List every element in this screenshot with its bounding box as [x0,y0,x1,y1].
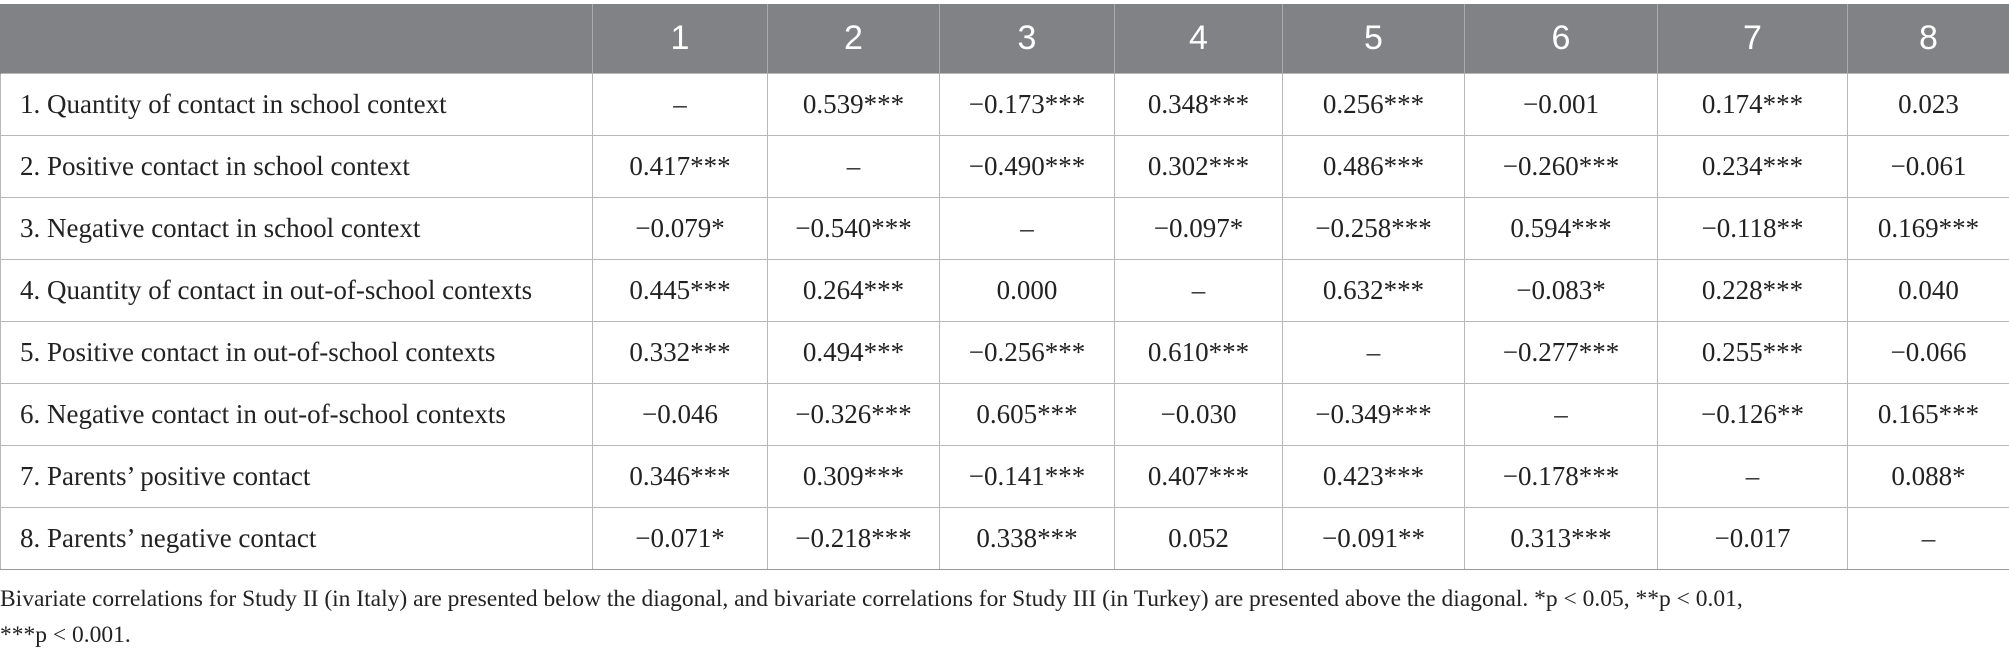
table-cell: −0.083* [1464,259,1658,322]
table-footnote: Bivariate correlations for Study II (in … [0,581,1990,653]
table-row: 3. Negative contact in school context −0… [0,197,2009,260]
header-cell-empty [0,4,593,74]
header-cell-6: 6 [1464,4,1658,74]
table-cell: 0.494*** [767,321,940,384]
table-cell: −0.258*** [1282,197,1465,260]
table-row: 1. Quantity of contact in school context… [0,73,2009,136]
table-row: 7. Parents’ positive contact 0.346*** 0.… [0,445,2009,508]
table-cell: 0.169*** [1847,197,2009,260]
table-cell: 0.174*** [1657,73,1848,136]
correlation-table-container: 1 2 3 4 5 6 7 8 1. Quantity of contact i… [0,4,2009,570]
header-cell-4: 4 [1114,4,1283,74]
table-cell: 0.228*** [1657,259,1848,322]
header-cell-3: 3 [939,4,1115,74]
header-cell-1: 1 [592,4,768,74]
table-cell: 0.423*** [1282,445,1465,508]
table-cell: – [1847,507,2009,570]
table-cell: 0.165*** [1847,383,2009,446]
correlation-table: 1 2 3 4 5 6 7 8 1. Quantity of contact i… [0,4,2009,570]
table-cell: 0.313*** [1464,507,1658,570]
table-cell: 0.486*** [1282,135,1465,198]
table-cell: −0.178*** [1464,445,1658,508]
table-cell: −0.061 [1847,135,2009,198]
table-cell: 0.445*** [592,259,768,322]
table-cell: 0.332*** [592,321,768,384]
table-row: 5. Positive contact in out-of-school con… [0,321,2009,384]
table-cell: 0.052 [1114,507,1283,570]
table-cell: 0.594*** [1464,197,1658,260]
row-label: 7. Parents’ positive contact [0,445,593,508]
table-cell: −0.173*** [939,73,1115,136]
table-cell: – [1464,383,1658,446]
table-cell: 0.234*** [1657,135,1848,198]
table-cell: – [1114,259,1283,322]
table-cell: 0.264*** [767,259,940,322]
table-cell: −0.030 [1114,383,1283,446]
table-cell: −0.326*** [767,383,940,446]
table-cell: 0.407*** [1114,445,1283,508]
row-label: 1. Quantity of contact in school context [0,73,593,136]
table-row: 8. Parents’ negative contact −0.071* −0.… [0,507,2009,570]
table-cell: −0.540*** [767,197,940,260]
table-row: 6. Negative contact in out-of-school con… [0,383,2009,446]
table-cell: −0.046 [592,383,768,446]
table-cell: −0.097* [1114,197,1283,260]
table-cell: – [1282,321,1465,384]
table-cell: 0.610*** [1114,321,1283,384]
table-cell: 0.539*** [767,73,940,136]
table-cell: 0.256*** [1282,73,1465,136]
table-cell: 0.302*** [1114,135,1283,198]
row-label: 2. Positive contact in school context [0,135,593,198]
header-cell-7: 7 [1657,4,1848,74]
table-cell: −0.277*** [1464,321,1658,384]
table-cell: −0.349*** [1282,383,1465,446]
table-cell: −0.071* [592,507,768,570]
table-cell: 0.338*** [939,507,1115,570]
table-cell: −0.126** [1657,383,1848,446]
table-cell: −0.260*** [1464,135,1658,198]
table-cell: −0.001 [1464,73,1658,136]
table-row: 4. Quantity of contact in out-of-school … [0,259,2009,322]
table-row: 2. Positive contact in school context 0.… [0,135,2009,198]
table-cell: 0.255*** [1657,321,1848,384]
table-cell: – [1657,445,1848,508]
table-cell: 0.605*** [939,383,1115,446]
table-cell: 0.040 [1847,259,2009,322]
header-cell-2: 2 [767,4,940,74]
table-cell: 0.309*** [767,445,940,508]
table-cell: 0.417*** [592,135,768,198]
row-label: 4. Quantity of contact in out-of-school … [0,259,593,322]
table-cell: – [592,73,768,136]
table-cell: −0.141*** [939,445,1115,508]
footnote-line-1: Bivariate correlations for Study II (in … [0,586,1743,612]
table-cell: 0.000 [939,259,1115,322]
table-cell: −0.490*** [939,135,1115,198]
table-cell: – [767,135,940,198]
table-header: 1 2 3 4 5 6 7 8 [0,4,2009,74]
table-cell: 0.346*** [592,445,768,508]
table-cell: −0.218*** [767,507,940,570]
row-label: 6. Negative contact in out-of-school con… [0,383,593,446]
row-label: 5. Positive contact in out-of-school con… [0,321,593,384]
table-cell: −0.079* [592,197,768,260]
row-label: 8. Parents’ negative contact [0,507,593,570]
header-cell-8: 8 [1847,4,2009,74]
table-cell: −0.066 [1847,321,2009,384]
footnote-line-2: ***p < 0.001. [0,622,131,648]
table-body: 1. Quantity of contact in school context… [0,73,2009,570]
table-cell: −0.118** [1657,197,1848,260]
table-cell: −0.256*** [939,321,1115,384]
table-cell: 0.348*** [1114,73,1283,136]
header-row: 1 2 3 4 5 6 7 8 [0,4,2009,74]
row-label: 3. Negative contact in school context [0,197,593,260]
table-cell: 0.023 [1847,73,2009,136]
table-cell: – [939,197,1115,260]
table-cell: 0.632*** [1282,259,1465,322]
table-cell: 0.088* [1847,445,2009,508]
header-cell-5: 5 [1282,4,1465,74]
table-cell: −0.091** [1282,507,1465,570]
table-cell: −0.017 [1657,507,1848,570]
